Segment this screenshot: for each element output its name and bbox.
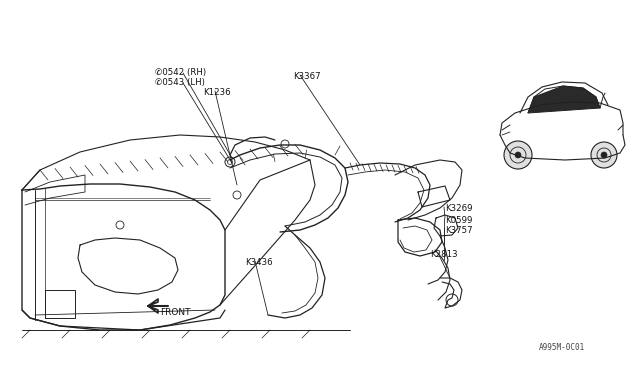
Text: FRONT: FRONT	[160, 308, 191, 317]
Text: K3269: K3269	[445, 204, 472, 213]
Text: K3757: K3757	[445, 226, 472, 235]
Text: K3436: K3436	[245, 258, 273, 267]
Text: A995M-0C01: A995M-0C01	[539, 343, 585, 352]
Text: K2813: K2813	[430, 250, 458, 259]
Text: ✆0542 (RH): ✆0542 (RH)	[155, 68, 206, 77]
Circle shape	[515, 152, 521, 158]
Polygon shape	[528, 86, 600, 113]
Circle shape	[504, 141, 532, 169]
Text: K3367: K3367	[293, 72, 321, 81]
Circle shape	[601, 152, 607, 158]
Text: ✆0543 (LH): ✆0543 (LH)	[155, 78, 205, 87]
Circle shape	[591, 142, 617, 168]
Text: K0599: K0599	[445, 216, 472, 225]
Text: K1236: K1236	[203, 88, 230, 97]
